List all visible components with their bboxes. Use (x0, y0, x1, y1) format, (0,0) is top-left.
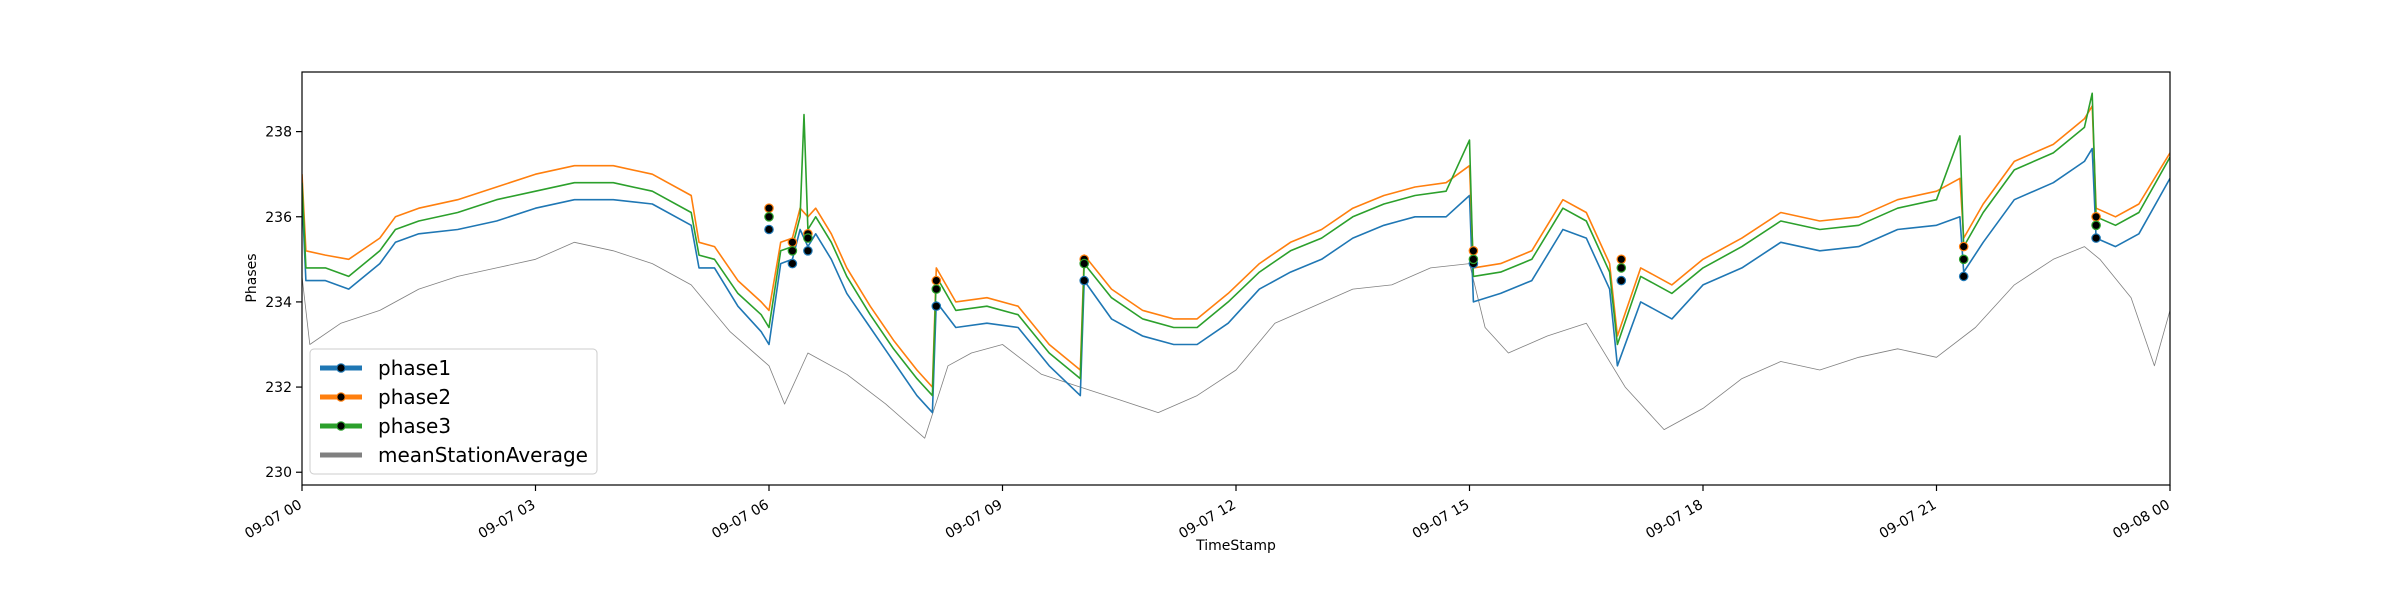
event-marker-phase1 (931, 301, 942, 311)
event-marker-phase2 (1616, 254, 1627, 265)
event-marker-phase2 (764, 203, 774, 213)
event-marker-phase1 (1958, 271, 1969, 282)
event-marker-phase3 (2091, 220, 2101, 231)
event-marker-phase3 (1616, 263, 1627, 273)
event-marker-phase1 (764, 224, 774, 235)
legend-label-phase3: phase3 (378, 414, 451, 438)
event-marker-phase3 (787, 246, 798, 256)
event-marker-phase1 (1616, 275, 1627, 286)
event-marker-phase2 (1468, 246, 1479, 256)
series-layer (302, 92, 2170, 439)
event-marker-phase2 (931, 275, 942, 286)
event-marker-phase3 (1079, 258, 1089, 269)
event-marker-phase2 (1958, 241, 1969, 252)
series-line-phase2 (302, 105, 2170, 388)
event-marker-phase3 (1958, 254, 1969, 265)
event-marker-phase1 (1079, 275, 1089, 286)
y-tick-label: 236 (265, 210, 292, 226)
event-marker-phase3 (764, 212, 774, 222)
plot-area (301, 71, 2171, 486)
event-marker-phase3 (931, 284, 942, 294)
y-tick-label: 230 (265, 465, 292, 481)
y-axis: 230 232 234 236 238 (265, 125, 302, 481)
y-tick-label: 238 (265, 125, 292, 141)
event-marker-phase1 (803, 246, 813, 256)
legend-marker-phase2 (336, 392, 346, 402)
event-marker-phase1 (787, 258, 798, 269)
series-line-phase1 (302, 147, 2170, 414)
series-line-mean-station-average (302, 241, 2170, 439)
y-tick-label: 232 (265, 380, 292, 396)
x-axis-title: TimeStamp (1195, 538, 1276, 554)
marker-layer (764, 203, 2101, 311)
event-marker-phase1 (2091, 233, 2101, 243)
legend: phase1 phase2 phase3 meanStationAverage (309, 348, 598, 475)
legend-box (309, 348, 598, 475)
series-line-phase3 (302, 92, 2170, 397)
legend-label-phase2: phase2 (378, 385, 451, 409)
event-marker-phase2 (2091, 212, 2101, 222)
event-marker-phase3 (1468, 254, 1479, 265)
y-tick-label: 234 (265, 295, 292, 311)
legend-label-phase1: phase1 (378, 356, 451, 380)
y-axis-title: Phases (244, 253, 260, 302)
legend-label-mean-station-average: meanStationAverage (378, 443, 588, 467)
event-marker-phase3 (803, 233, 813, 243)
event-marker-phase2 (787, 237, 798, 248)
legend-marker-phase3 (336, 421, 346, 431)
legend-marker-phase1 (336, 363, 346, 373)
